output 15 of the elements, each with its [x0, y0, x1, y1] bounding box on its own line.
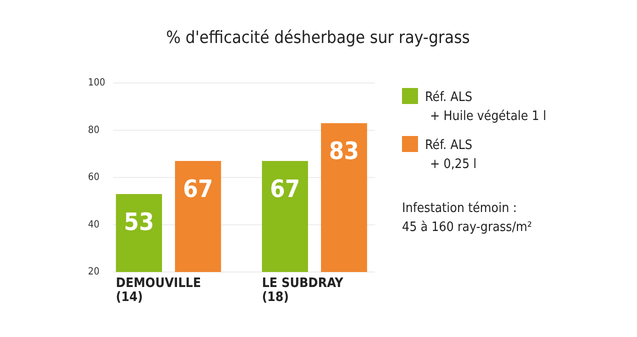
y-tick-label: 80: [88, 124, 100, 136]
text: Infestation témoin : 45 à 160 ray-grass/m²: [402, 201, 532, 235]
chart-title: % d'efficacité désherbage sur ray-grass: [166, 28, 470, 48]
y-tick-label: 100: [88, 78, 106, 89]
x-tick-label: LE SUBDRAY (18): [262, 276, 344, 305]
data-label: 53: [124, 208, 154, 236]
y-tick-label: 40: [88, 219, 100, 230]
data-label: 67: [270, 174, 300, 203]
legend-label: Réf. ALS + Huile végétale 1 l: [425, 90, 546, 124]
y-tick-label: 60: [88, 172, 100, 184]
data-label: 67: [183, 174, 214, 203]
y-tick-label: 20: [88, 266, 100, 278]
legend-label: Réf. ALS + 0,25 l: [425, 138, 477, 172]
data-label: 83: [329, 137, 360, 166]
x-tick-label: DEMOUVILLE (14): [116, 276, 202, 305]
